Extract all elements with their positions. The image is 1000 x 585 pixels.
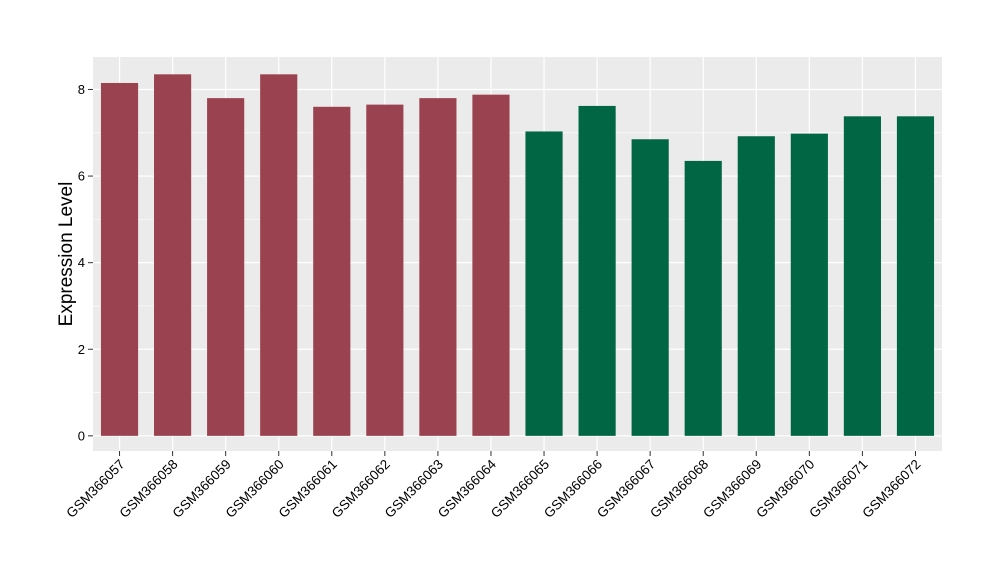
- bar-GSM366060: [260, 74, 298, 436]
- bar-GSM366057: [100, 82, 139, 436]
- bar-GSM366067: [631, 139, 669, 436]
- y-axis-label: Expression Level: [56, 182, 77, 327]
- bar-GSM366063: [419, 98, 457, 436]
- bar-GSM366070: [790, 133, 828, 436]
- y-tick-label: 6: [78, 169, 85, 184]
- x-axis: GSM366057GSM366058GSM366059GSM366060GSM3…: [63, 451, 924, 521]
- bar-GSM366061: [313, 106, 351, 436]
- bar-GSM366069: [737, 136, 775, 436]
- bar-GSM366058: [154, 74, 192, 436]
- bar-GSM366065: [525, 131, 563, 436]
- bar-GSM366072: [896, 116, 935, 436]
- bar-GSM366071: [843, 116, 881, 436]
- y-tick-label: 2: [78, 342, 85, 357]
- bar-GSM366059: [207, 98, 245, 436]
- y-axis: 0 2 4 6 8: [78, 82, 93, 443]
- bar-GSM366066: [578, 105, 616, 436]
- y-tick-label: 8: [78, 82, 85, 97]
- bars-group: [100, 74, 935, 436]
- y-tick-label: 4: [78, 255, 85, 270]
- bar-GSM366064: [472, 94, 510, 436]
- y-tick-label: 0: [78, 428, 85, 443]
- bar-GSM366068: [684, 160, 722, 436]
- bar-GSM366062: [366, 104, 404, 436]
